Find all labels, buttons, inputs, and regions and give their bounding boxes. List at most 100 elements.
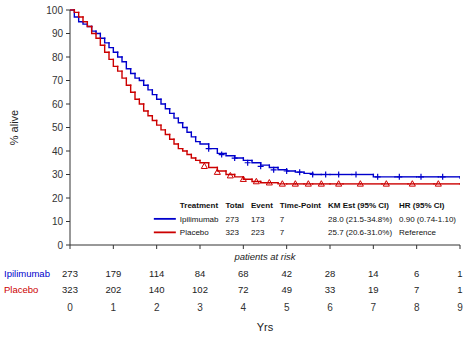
series <box>70 10 460 178</box>
censor-marker <box>284 168 290 174</box>
survival-step <box>109 52 113 59</box>
series <box>206 146 446 180</box>
x-tick-label: 4 <box>241 302 247 313</box>
chart: 0102030405060708090100% alive0123456789Y… <box>0 0 474 355</box>
y-tick-label: 70 <box>52 75 64 86</box>
y-tick <box>66 174 70 175</box>
censor-marker <box>305 181 311 186</box>
x-tick <box>460 245 461 249</box>
risk-count: 49 <box>281 284 292 295</box>
table-cell: 7 <box>280 228 285 237</box>
y-tick <box>66 127 70 128</box>
censor-marker <box>297 169 303 175</box>
risk-count: 19 <box>368 284 379 295</box>
risk-count: 114 <box>149 268 164 279</box>
survival-step <box>118 66 122 71</box>
y-tick <box>66 245 70 246</box>
survival-step <box>105 45 109 52</box>
survival-step <box>170 135 174 140</box>
survival-step <box>178 118 182 123</box>
censor-marker <box>214 169 220 174</box>
x-axis-line <box>70 245 460 246</box>
x-tick <box>416 245 417 249</box>
y-tick <box>66 221 70 222</box>
survival-step <box>135 73 139 78</box>
x-axis-label: Yrs <box>257 321 274 333</box>
legend-line <box>154 218 176 220</box>
censor-marker <box>353 172 359 178</box>
censor-marker <box>240 176 246 181</box>
risk-count: 1 <box>457 284 462 295</box>
x-tick <box>113 245 114 249</box>
survival-step <box>161 125 165 130</box>
survival-step <box>278 167 287 169</box>
survival-step <box>235 175 244 177</box>
survival-step <box>122 71 126 78</box>
survival-step <box>196 137 200 142</box>
censor-marker <box>266 180 272 185</box>
table-cell: Ipilimumab <box>180 215 219 224</box>
survival-step <box>144 81 148 86</box>
x-tick <box>156 245 157 249</box>
censor-marker <box>279 181 285 186</box>
survival-step <box>135 92 139 99</box>
survival-step <box>382 183 408 184</box>
x-tick <box>243 245 244 249</box>
risk-count: 84 <box>195 268 206 279</box>
survival-step <box>148 85 152 90</box>
survival-step <box>209 144 218 149</box>
survival-step <box>191 132 195 137</box>
survival-step <box>157 120 161 125</box>
x-tick <box>200 245 201 249</box>
survival-step <box>161 99 165 104</box>
survival-step <box>83 17 87 22</box>
survival-step <box>118 52 122 57</box>
survival-step <box>278 183 287 184</box>
risk-count: 102 <box>192 284 208 295</box>
censor-marker <box>206 146 212 152</box>
risk-count: 6 <box>414 268 419 279</box>
censor-marker <box>227 172 233 177</box>
censor-marker <box>396 174 402 180</box>
survival-step <box>165 104 169 109</box>
y-tick-label: 0 <box>57 240 63 251</box>
risk-count: 179 <box>105 268 121 279</box>
legend-line <box>154 231 176 233</box>
censor-marker <box>336 181 342 186</box>
survival-step <box>126 62 130 69</box>
risk-count: 72 <box>238 284 249 295</box>
censor-marker <box>245 160 251 166</box>
x-tick <box>373 245 374 249</box>
censor-marker <box>409 181 415 186</box>
y-tick-label: 80 <box>52 52 64 63</box>
survival-step <box>96 34 100 39</box>
table-header: Event <box>251 201 273 210</box>
table-cell: 0.90 (0.74-1.10) <box>399 215 456 224</box>
risk-count: 1 <box>457 268 462 279</box>
axes: 0102030405060708090100% alive0123456789Y… <box>8 5 463 334</box>
survival-step <box>157 95 161 100</box>
survival-step <box>304 183 313 184</box>
survival-step <box>360 183 382 184</box>
censor-marker <box>418 174 424 180</box>
x-tick-label: 0 <box>67 302 73 313</box>
y-tick <box>66 33 70 34</box>
risk-row-label: Ipilimumab <box>4 268 50 279</box>
x-tick-label: 3 <box>197 302 203 313</box>
y-tick-label: 90 <box>52 28 64 39</box>
survival-step <box>434 183 460 184</box>
survival-step <box>144 104 148 111</box>
risk-label: patients at risk <box>233 251 296 262</box>
series <box>70 10 460 184</box>
survival-step <box>170 109 174 114</box>
table-cell: 323 <box>226 228 240 237</box>
survival-step <box>252 179 261 181</box>
survival-step <box>131 69 135 74</box>
x-tick-label: 8 <box>414 302 420 313</box>
y-tick-label: 60 <box>52 99 64 110</box>
x-tick-label: 1 <box>111 302 117 313</box>
table-cell: 25.7 (20.6-31.0%) <box>328 228 392 237</box>
survival-step <box>109 43 113 48</box>
censor-marker <box>375 174 381 180</box>
risk-count: 28 <box>325 268 336 279</box>
